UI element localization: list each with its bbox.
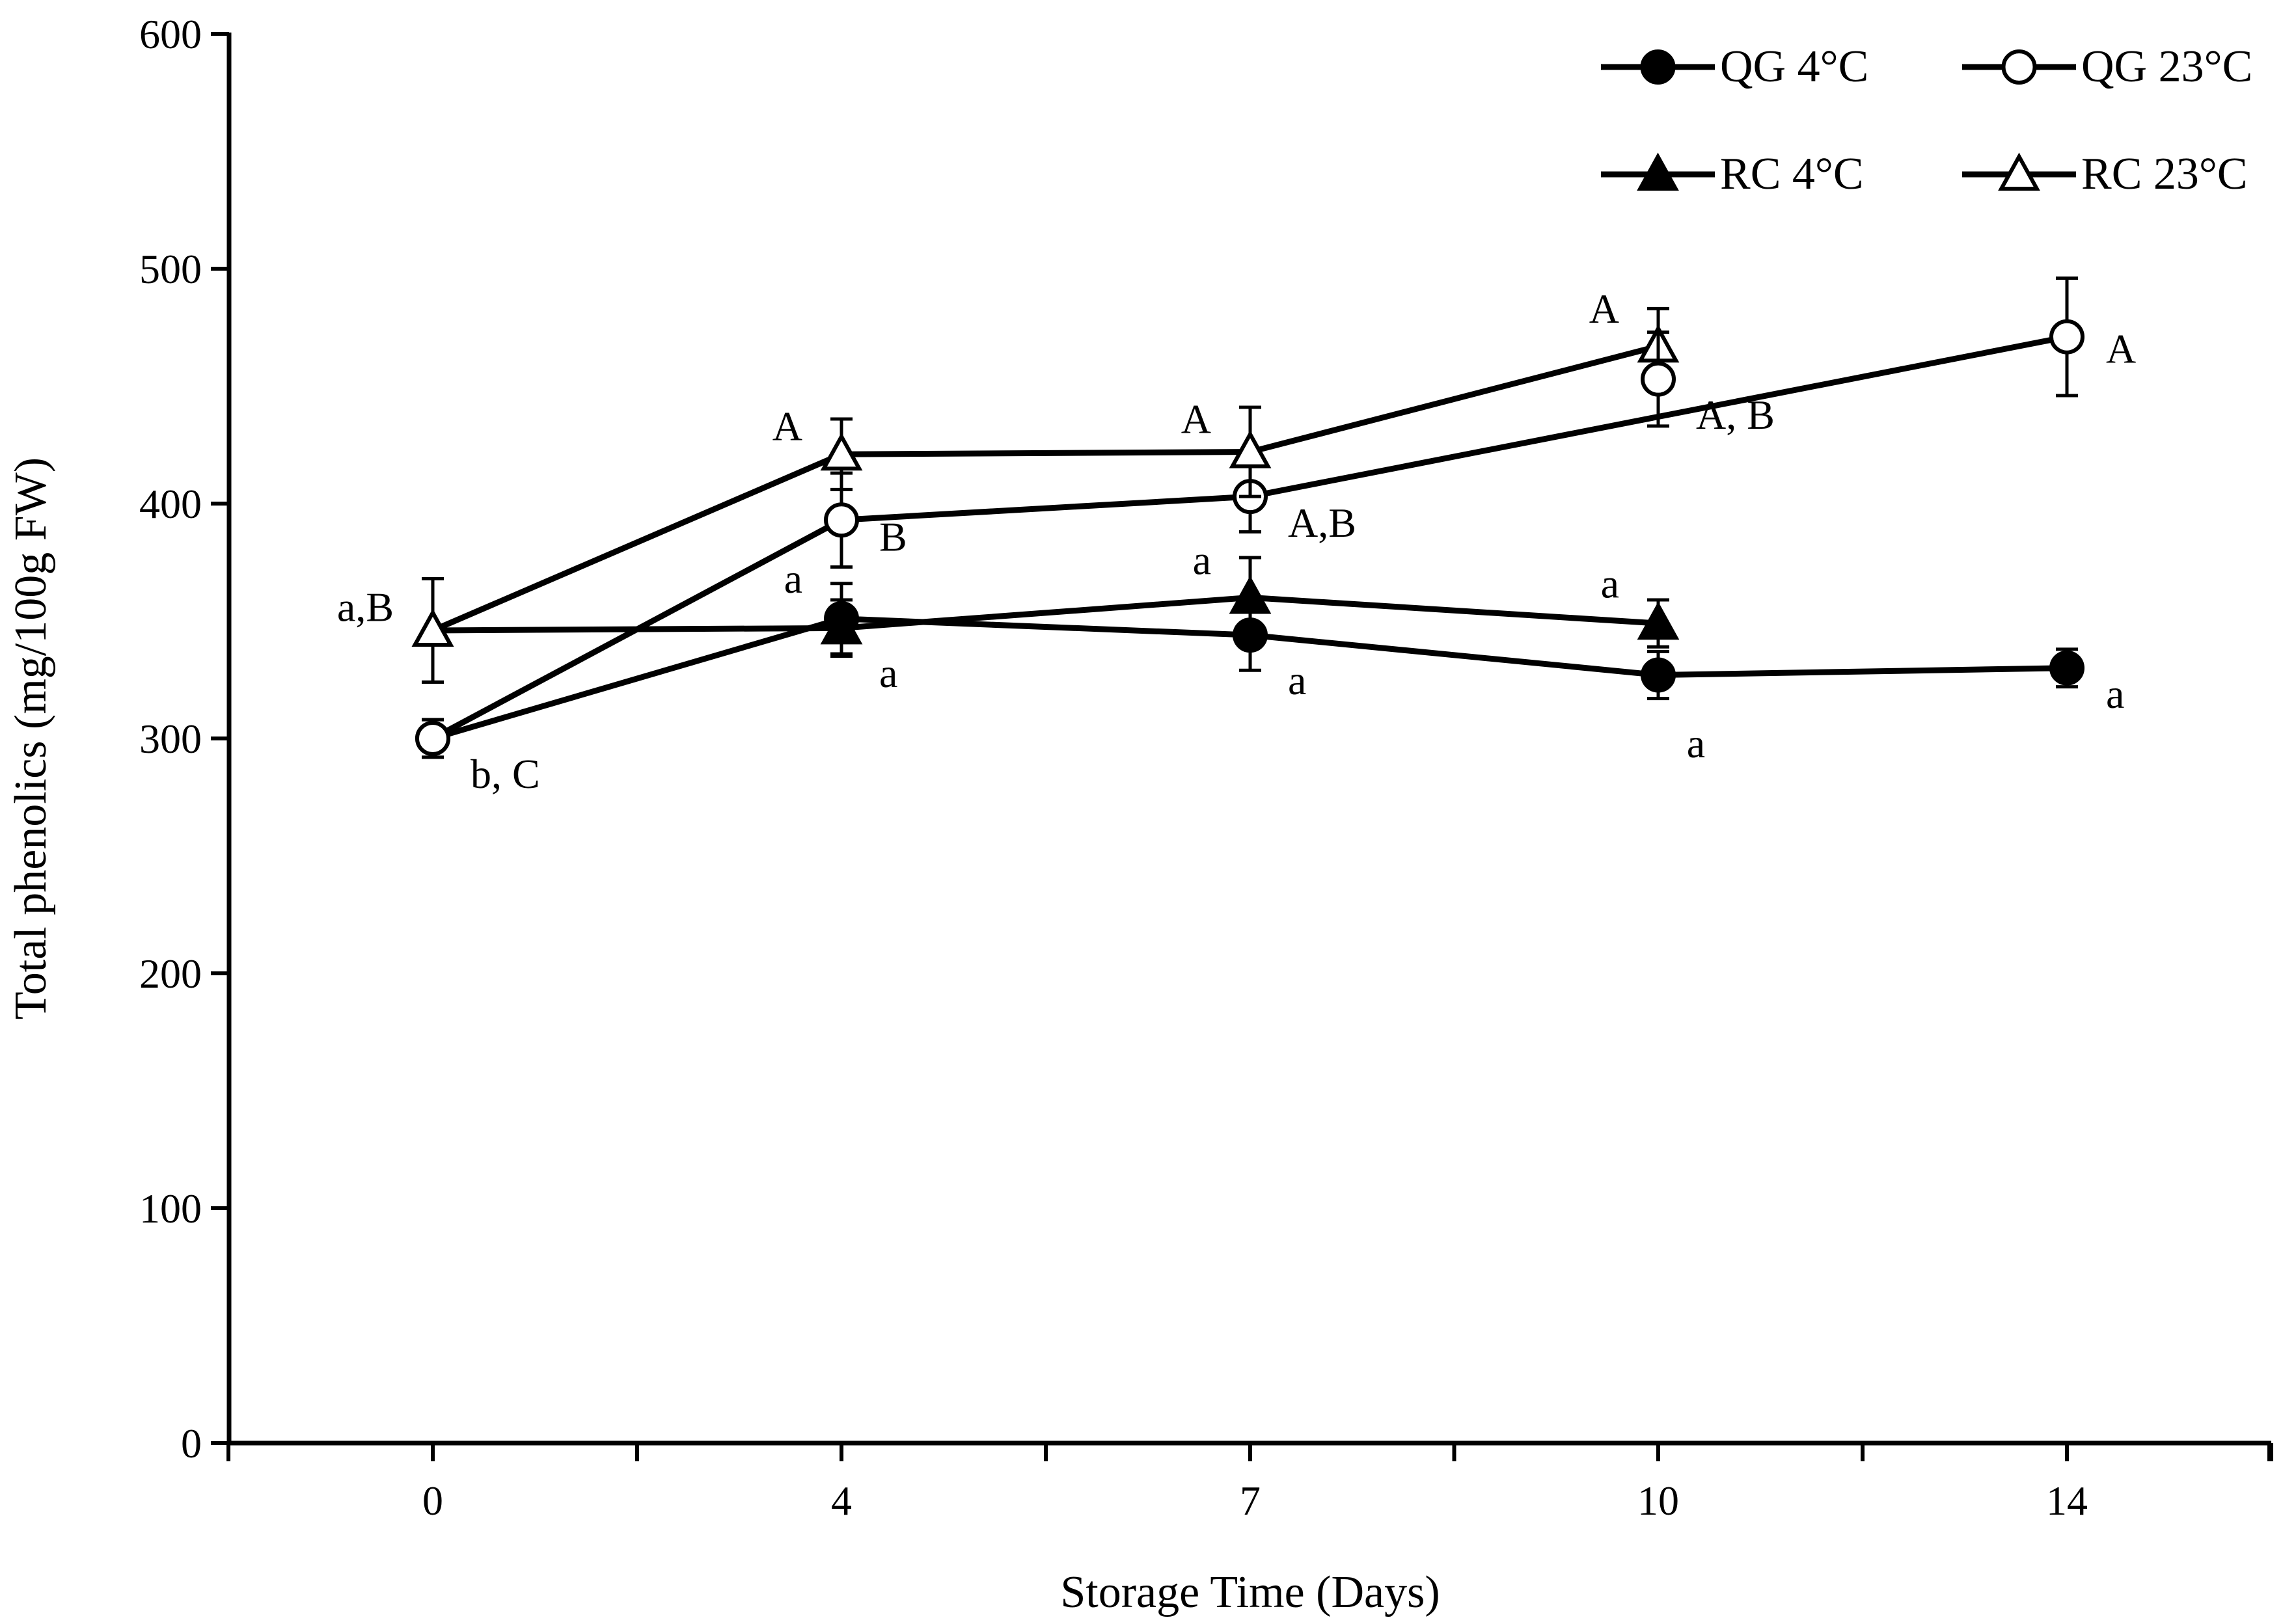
y-tick-label: 100 bbox=[139, 1185, 202, 1232]
y-tick-label: 400 bbox=[139, 481, 202, 527]
legend-label: QG 23°C bbox=[2081, 42, 2252, 92]
significance-label: a,B bbox=[337, 584, 394, 630]
significance-label: A,B bbox=[1288, 500, 1356, 546]
y-tick-label: 600 bbox=[139, 11, 202, 57]
y-tick-label: 0 bbox=[181, 1420, 202, 1467]
legend-entry: RC 23°C bbox=[1962, 149, 2248, 199]
legend-marker bbox=[1998, 152, 2040, 191]
data-point bbox=[1229, 575, 1272, 614]
y-tick-label: 200 bbox=[139, 951, 202, 997]
significance-label: a bbox=[784, 556, 802, 602]
y-axis-title: Total phenolics (mg/100g FW) bbox=[6, 457, 56, 1020]
series-layer bbox=[411, 276, 2084, 759]
data-point bbox=[1641, 657, 1676, 693]
significance-label: a bbox=[1601, 560, 1619, 606]
significance-label: A bbox=[1181, 396, 1211, 442]
significance-label: a bbox=[1193, 537, 1211, 583]
data-point bbox=[2049, 319, 2084, 355]
significance-label: a bbox=[2106, 671, 2124, 717]
significance-label: A bbox=[1589, 286, 1619, 332]
series-line bbox=[431, 343, 1660, 634]
significance-label: A bbox=[2106, 325, 2136, 372]
series-rc-23-c bbox=[411, 306, 1680, 684]
data-point bbox=[824, 502, 859, 538]
legend-entry: QG 4°C bbox=[1601, 42, 1868, 92]
x-tick-label: 4 bbox=[831, 1478, 852, 1524]
series-qg-23c-day10 bbox=[1641, 330, 1676, 428]
significance-label: A, B bbox=[1696, 392, 1775, 438]
x-tick-label: 0 bbox=[422, 1478, 443, 1524]
legend-marker bbox=[1637, 152, 1679, 191]
legend-label: RC 23°C bbox=[2081, 149, 2248, 199]
data-point bbox=[1229, 430, 1272, 468]
legend-label: QG 4°C bbox=[1720, 42, 1868, 92]
data-point bbox=[1637, 601, 1680, 640]
legend-marker bbox=[2001, 49, 2037, 85]
data-point bbox=[820, 432, 863, 471]
significance-label: a bbox=[1288, 657, 1306, 703]
y-tick-label: 300 bbox=[139, 716, 202, 762]
legend-label: RC 4°C bbox=[1720, 149, 1864, 199]
annotation-layer: a,B b, C Aa Ba Aa A,B a Aa A, B a Aa bbox=[337, 286, 2136, 797]
significance-label: a bbox=[1687, 720, 1705, 766]
y-tick-label: 500 bbox=[139, 246, 202, 292]
significance-label: a bbox=[879, 650, 897, 696]
significance-label: b, C bbox=[471, 751, 540, 797]
data-point bbox=[820, 606, 863, 645]
x-axis-title: Storage Time (Days) bbox=[1060, 1567, 1440, 1617]
axes: 0 100 200 300 400 500 600 0 4 7 10 14 Storage Time (… bbox=[6, 11, 2273, 1617]
legend-marker bbox=[1640, 49, 1676, 85]
legend-entry: RC 4°C bbox=[1601, 149, 1864, 199]
legend: QG 4°C QG 23°C RC 4°C RC 23°C bbox=[1601, 42, 2252, 199]
legend-entry: QG 23°C bbox=[1962, 42, 2252, 92]
series-line bbox=[432, 594, 1659, 634]
data-point bbox=[411, 608, 454, 647]
significance-label: B bbox=[879, 514, 907, 560]
x-tick-label: 10 bbox=[1637, 1478, 1679, 1524]
x-tick-label: 14 bbox=[2046, 1478, 2088, 1524]
data-point bbox=[2049, 650, 2084, 686]
significance-label: A bbox=[772, 403, 802, 450]
data-point bbox=[415, 721, 450, 756]
x-tick-label: 7 bbox=[1240, 1478, 1261, 1524]
data-point bbox=[1641, 361, 1676, 397]
